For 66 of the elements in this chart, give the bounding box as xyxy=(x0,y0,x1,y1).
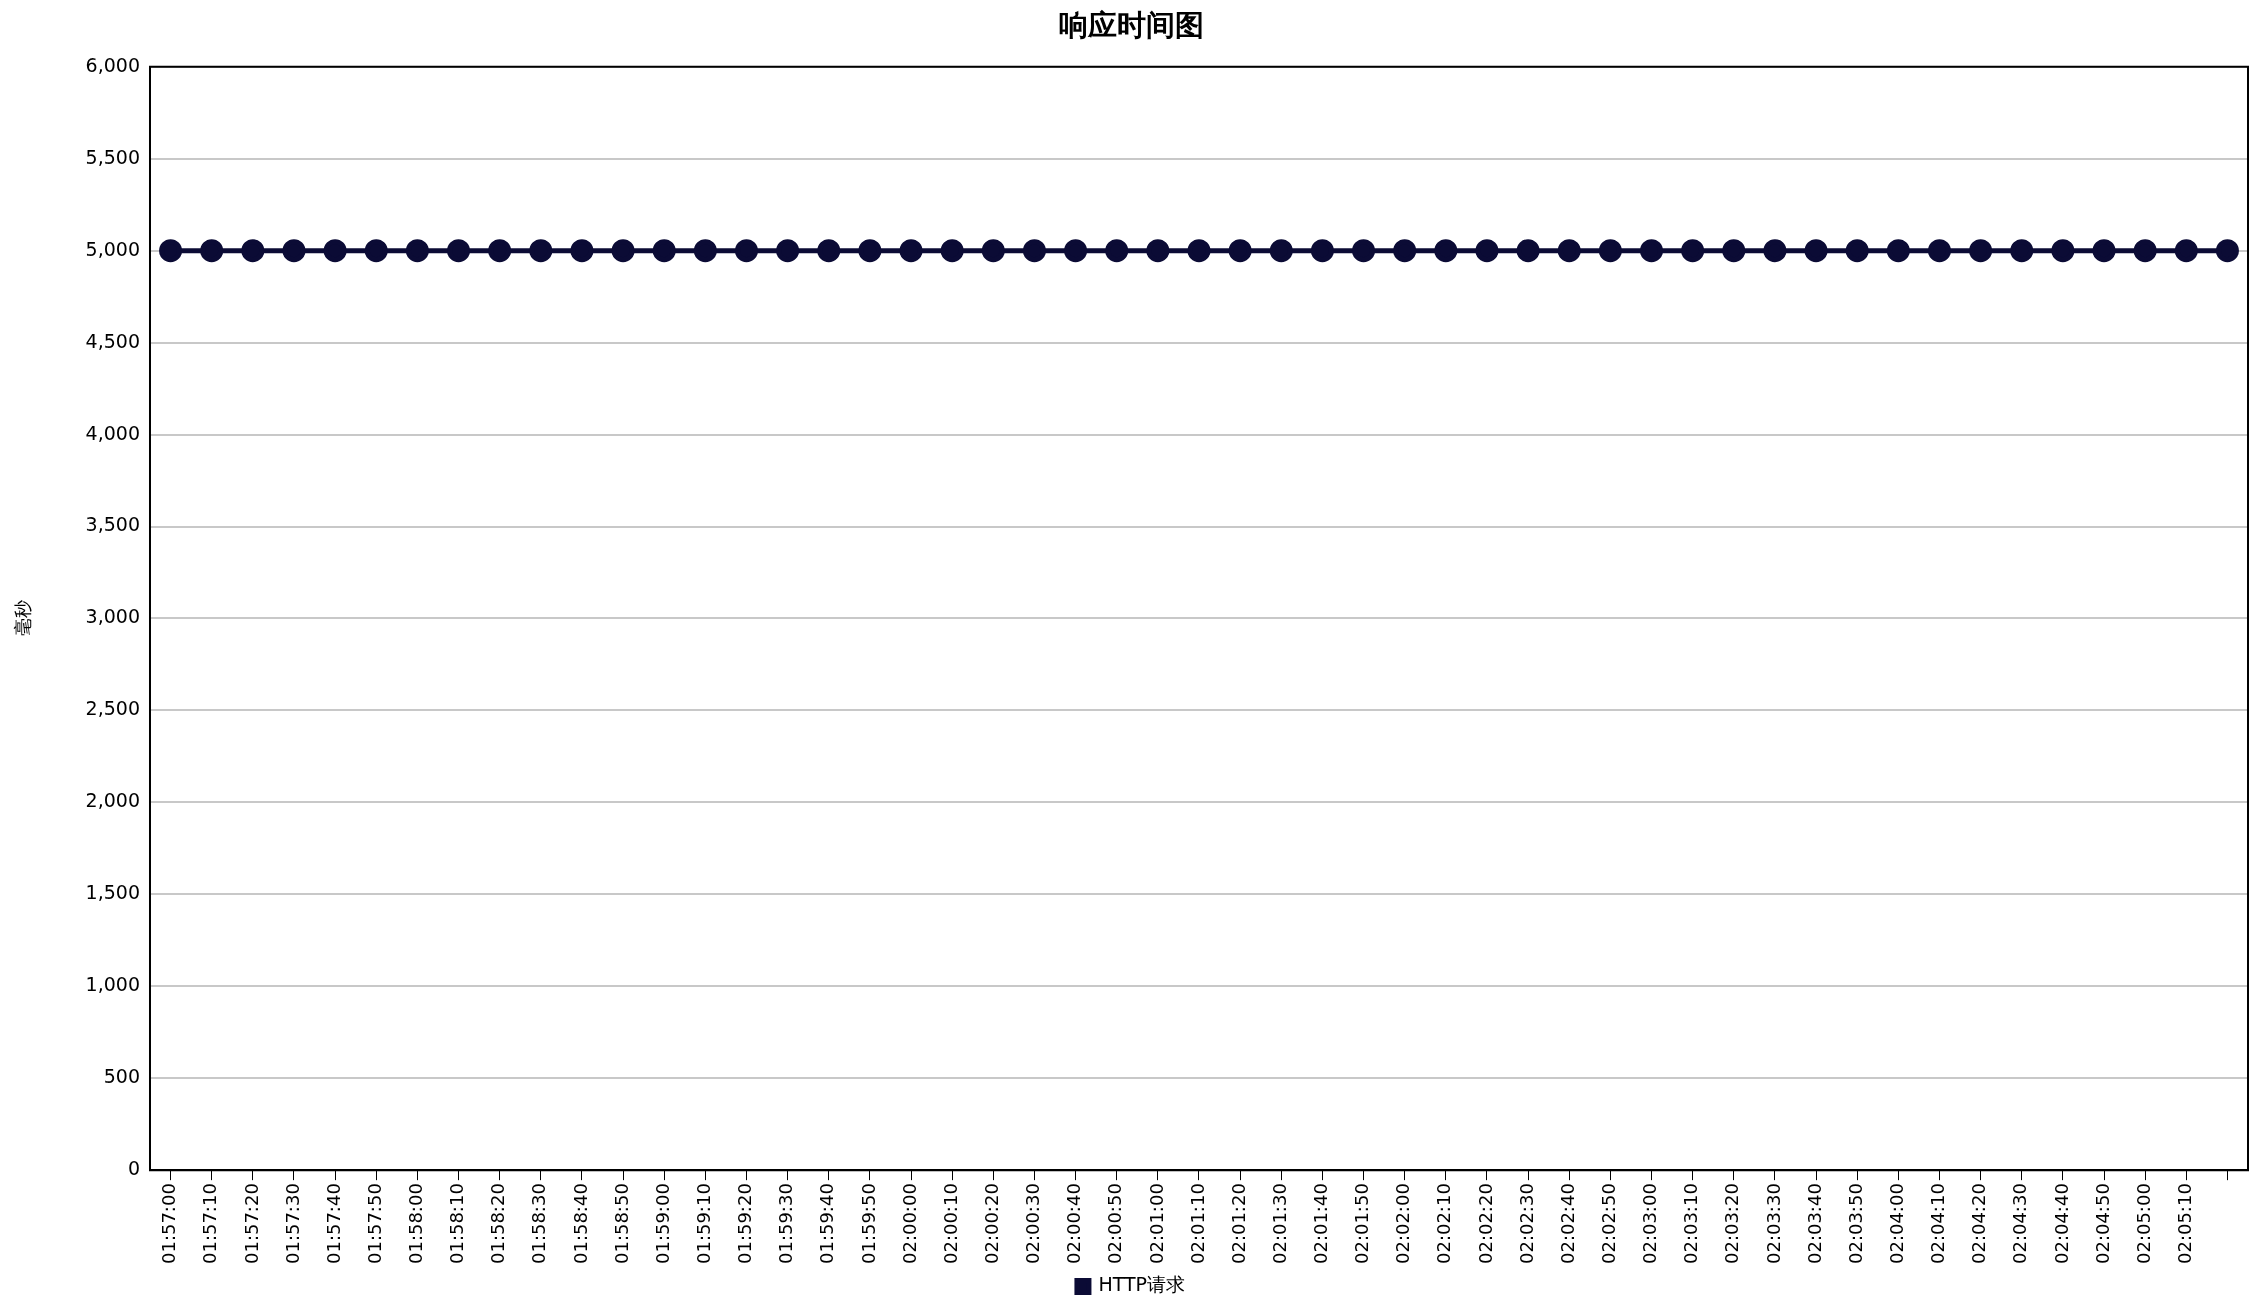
x-tick-label: 02:02:30 xyxy=(1515,1183,1537,1264)
y-tick-label: 3,500 xyxy=(85,513,140,536)
x-tick-label: 01:59:40 xyxy=(816,1183,838,1264)
x-tick-label: 02:01:10 xyxy=(1186,1183,1208,1264)
y-tick-label: 1,500 xyxy=(85,881,140,904)
x-tick-label: 02:04:00 xyxy=(1886,1183,1907,1264)
y-axis-title: 毫秒 xyxy=(12,600,34,637)
x-tick-label: 01:57:10 xyxy=(199,1183,221,1264)
y-tick-label: 4,000 xyxy=(85,421,140,444)
x-tick-label: 02:04:50 xyxy=(2091,1183,2113,1264)
x-tick-label: 02:04:10 xyxy=(1927,1183,1949,1264)
x-tick-label: 02:03:30 xyxy=(1762,1183,1784,1264)
x-tick-label: 01:58:00 xyxy=(405,1183,427,1264)
chart-title: 响应时间图 xyxy=(1058,7,1204,42)
x-tick-label: 01:57:40 xyxy=(322,1183,344,1264)
x-tick-label: 02:00:30 xyxy=(1022,1183,1044,1264)
x-tick-label: 02:04:40 xyxy=(2050,1183,2072,1264)
x-tick-label: 02:04:20 xyxy=(1968,1183,1990,1264)
x-tick-label: 02:02:00 xyxy=(1392,1183,1414,1264)
x-tick-label: 02:05:00 xyxy=(2132,1183,2154,1264)
x-tick-label: 02:01:30 xyxy=(1268,1183,1290,1264)
x-tick-label: 01:59:00 xyxy=(651,1183,673,1264)
x-tick-label: 02:02:40 xyxy=(1556,1183,1578,1264)
x-tick-label: 01:57:00 xyxy=(158,1183,180,1264)
x-tick-label: 02:00:10 xyxy=(939,1183,961,1264)
x-tick-label: 01:59:30 xyxy=(775,1183,797,1264)
x-tick-label: 02:03:40 xyxy=(1803,1183,1825,1264)
x-tick-label: 02:01:00 xyxy=(1145,1183,1167,1264)
x-tick-label: 01:58:50 xyxy=(610,1183,632,1264)
y-tick-label: 3,000 xyxy=(85,605,140,628)
x-tick-label: 02:03:20 xyxy=(1721,1183,1743,1264)
legend-label: HTTP请求 xyxy=(1098,1273,1186,1296)
y-tick-label: 4,500 xyxy=(85,329,140,352)
x-tick-label: 01:59:50 xyxy=(857,1183,879,1264)
x-tick-label: 02:03:50 xyxy=(1844,1183,1866,1264)
x-tick-label: 01:57:30 xyxy=(281,1183,303,1264)
x-tick-label: 01:58:20 xyxy=(487,1183,509,1264)
x-tick-label: 02:03:10 xyxy=(1680,1183,1702,1264)
y-tick-label: 2,000 xyxy=(85,789,140,812)
x-tick-label: 01:57:20 xyxy=(240,1183,262,1264)
x-tick-label: 02:01:50 xyxy=(1351,1183,1373,1264)
x-tick-label: 01:58:30 xyxy=(528,1183,550,1264)
x-tick-label: 01:57:50 xyxy=(363,1183,385,1264)
x-tick-label: 02:02:20 xyxy=(1474,1183,1496,1264)
y-tick-label: 5,000 xyxy=(85,237,140,260)
x-tick-label: 02:00:20 xyxy=(980,1183,1002,1264)
x-tick-label: 02:02:10 xyxy=(1433,1183,1455,1264)
x-tick-label: 02:00:40 xyxy=(1063,1183,1085,1264)
y-tick-label: 500 xyxy=(103,1065,140,1088)
x-tick-label: 01:58:40 xyxy=(569,1183,591,1264)
x-tick-label: 02:00:50 xyxy=(1104,1183,1126,1264)
x-tick-label: 01:58:10 xyxy=(446,1183,468,1264)
y-tick-label: 1,000 xyxy=(85,973,140,996)
x-tick-label: 02:03:00 xyxy=(1639,1183,1661,1264)
x-tick-label: 01:59:10 xyxy=(693,1183,715,1264)
y-tick-label: 0 xyxy=(127,1157,140,1180)
x-tick-label: 02:00:00 xyxy=(898,1183,920,1264)
x-tick-label: 02:02:50 xyxy=(1598,1183,1620,1264)
x-tick-label: 02:05:10 xyxy=(2173,1183,2195,1264)
x-tick-label: 01:59:20 xyxy=(734,1183,756,1264)
x-tick-label: 02:01:40 xyxy=(1310,1183,1332,1264)
y-tick-label: 6,000 xyxy=(85,53,140,76)
x-tick-label: 02:04:30 xyxy=(2009,1183,2031,1264)
y-tick-label: 5,500 xyxy=(85,145,140,168)
x-tick-label: 02:01:20 xyxy=(1227,1183,1249,1264)
y-tick-label: 2,500 xyxy=(85,697,140,720)
